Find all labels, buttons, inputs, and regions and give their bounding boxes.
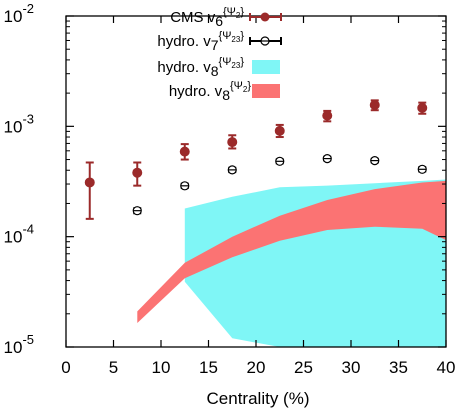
data-point-series-1 [227,165,237,175]
legend-label: hydro. v8{Ψ2} [169,80,251,103]
x-tick-label: 15 [199,358,218,377]
band-series-3 [137,180,447,323]
marker-filled-circle [132,167,143,178]
data-point-series-1 [180,181,190,191]
marker-filled-circle [179,146,190,157]
legend-label: CMS v6{Ψ2} [170,6,244,29]
y-tick-label: 10-3 [4,111,34,136]
x-tick-label: 30 [342,358,361,377]
marker-filled-circle [274,125,285,136]
data-point-series-0 [84,161,95,220]
data-point-series-1 [417,164,427,174]
data-point-series-0 [274,123,285,139]
data-point-series-0 [322,109,333,123]
x-tick-label: 10 [152,358,171,377]
legend-entry-3: hydro. v8{Ψ2} [169,80,280,103]
data-point-series-0 [179,143,190,161]
legend-label: hydro. v7{Ψ23} [157,30,244,53]
marker-filled-circle [417,102,428,113]
data-point-series-1 [322,153,332,164]
x-tick-label: 5 [109,358,118,377]
x-tick-label: 25 [294,358,313,377]
points-layer [84,99,428,220]
legend-entry-2: hydro. v8{Ψ23} [157,56,280,79]
legend-entry-1: hydro. v7{Ψ23} [157,30,282,53]
legend: CMS v6{Ψ2}hydro. v7{Ψ23} hydro. v8{Ψ23}hy… [157,6,282,103]
y-tick-label: 10-5 [4,332,34,357]
data-point-series-1 [370,156,380,166]
bands-layer [137,179,447,347]
legend-marker [260,12,270,22]
y-tick-label: 10-2 [4,1,34,26]
legend-entry-0: CMS v6{Ψ2} [170,6,282,29]
x-tick-label: 35 [389,358,408,377]
data-point-series-0 [369,99,380,112]
x-tick-label: 0 [61,358,70,377]
marker-filled-circle [322,110,333,121]
legend-label: hydro. v8{Ψ23} [157,56,244,79]
legend-swatch [252,60,280,74]
data-point-series-0 [417,101,428,115]
x-tick-label: 40 [437,358,456,377]
marker-filled-circle [227,137,238,148]
data-point-series-0 [227,134,238,150]
marker-filled-circle [84,177,95,188]
x-axis-title: Centrality (%) [207,389,310,408]
data-point-series-1 [275,156,285,166]
marker-filled-circle [369,100,380,111]
y-tick-label: 10-4 [4,222,34,247]
x-tick-label: 20 [247,358,266,377]
legend-swatch [252,84,280,98]
data-point-series-0 [132,161,143,187]
data-point-series-1 [132,206,142,216]
